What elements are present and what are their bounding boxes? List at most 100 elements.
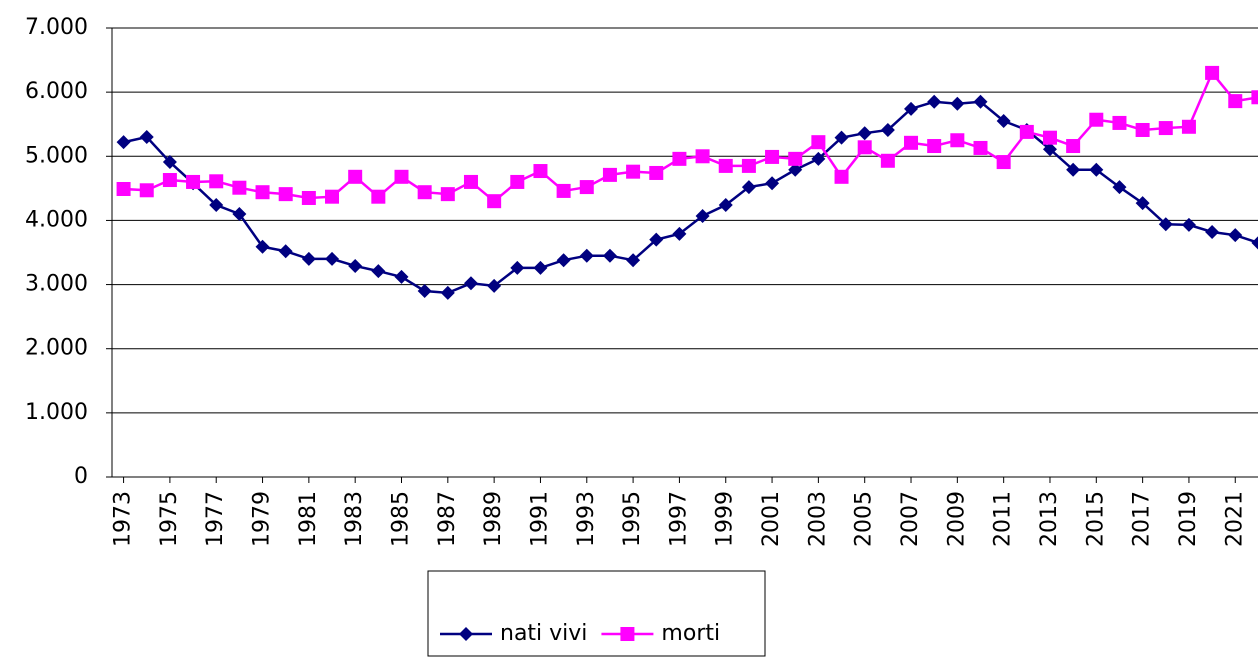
x-tick-label: 1999: [713, 491, 738, 547]
marker: [232, 180, 247, 195]
marker: [996, 114, 1011, 129]
marker: [139, 130, 154, 145]
marker: [1251, 90, 1258, 105]
marker: [620, 627, 635, 641]
marker: [325, 251, 340, 266]
marker: [1112, 115, 1127, 130]
legend-label: morti: [661, 621, 720, 646]
marker: [510, 260, 525, 275]
marker: [301, 190, 316, 205]
marker: [857, 126, 872, 141]
x-tick-label: 2007: [898, 491, 923, 547]
marker: [1205, 224, 1220, 239]
marker: [973, 94, 988, 109]
x-tick-label: 2019: [1176, 491, 1201, 547]
marker: [255, 239, 270, 254]
marker: [139, 183, 154, 198]
marker: [1066, 162, 1081, 177]
x-tick-label: 1993: [574, 491, 599, 547]
x-tick-label: 1985: [389, 491, 414, 547]
marker: [417, 283, 432, 298]
marker: [811, 135, 826, 150]
x-tick-label: 1997: [666, 491, 691, 547]
marker: [556, 253, 571, 268]
marker: [973, 140, 988, 155]
marker: [1042, 142, 1057, 157]
x-tick-label: 2011: [991, 491, 1016, 547]
marker: [162, 155, 177, 170]
y-tick-label: 3.000: [25, 272, 88, 297]
marker: [695, 208, 710, 223]
marker: [765, 176, 780, 191]
marker: [1066, 139, 1081, 154]
x-tick-label: 1989: [481, 491, 506, 547]
marker: [834, 169, 849, 184]
marker: [394, 269, 409, 284]
marker: [348, 258, 363, 273]
marker: [718, 198, 733, 213]
marker: [579, 180, 594, 195]
x-tick-label: 2003: [805, 491, 830, 547]
marker: [927, 139, 942, 154]
marker: [510, 174, 525, 189]
marker: [1228, 228, 1243, 243]
marker: [1089, 112, 1104, 127]
marker: [394, 169, 409, 184]
x-tick-label: 1979: [250, 491, 275, 547]
marker: [649, 165, 664, 180]
marker: [904, 101, 919, 116]
marker: [880, 122, 895, 137]
marker: [1158, 217, 1173, 232]
marker: [718, 158, 733, 173]
marker: [325, 189, 340, 204]
marker: [1181, 217, 1196, 232]
marker: [232, 207, 247, 222]
marker: [602, 248, 617, 263]
marker: [950, 133, 965, 148]
marker: [209, 198, 224, 213]
x-tick-label: 2009: [944, 491, 969, 547]
marker: [626, 253, 641, 268]
marker: [1019, 124, 1034, 139]
marker: [626, 164, 641, 179]
x-tick-label: 2005: [852, 491, 877, 547]
marker: [209, 174, 224, 189]
x-tick-label: 1983: [342, 491, 367, 547]
y-tick-label: 0: [74, 464, 88, 489]
marker: [1228, 94, 1243, 109]
y-tick-label: 7.000: [25, 15, 88, 40]
marker: [788, 162, 803, 177]
marker: [1251, 236, 1258, 250]
marker: [649, 232, 664, 247]
x-tick-label: 1987: [435, 491, 460, 547]
x-tick-label: 2015: [1083, 491, 1108, 547]
x-tick-label: 2001: [759, 491, 784, 547]
x-tick-label: 1977: [203, 491, 228, 547]
marker: [834, 130, 849, 145]
marker: [741, 180, 756, 195]
x-tick-label: 1981: [296, 491, 321, 547]
y-tick-label: 4.000: [25, 207, 88, 232]
marker: [278, 187, 293, 202]
marker: [996, 155, 1011, 170]
y-tick-label: 6.000: [25, 79, 88, 104]
marker: [904, 135, 919, 150]
marker: [741, 158, 756, 173]
marker: [533, 164, 548, 179]
x-tick-label: 1995: [620, 491, 645, 547]
marker: [765, 149, 780, 164]
marker: [880, 153, 895, 168]
marker: [278, 244, 293, 259]
marker: [440, 187, 455, 202]
legend-box: [427, 570, 766, 657]
marker: [1135, 122, 1150, 137]
marker: [348, 169, 363, 184]
marker: [162, 173, 177, 188]
marker: [672, 226, 687, 241]
marker: [463, 276, 478, 291]
marker: [116, 135, 131, 150]
x-tick-label: 2013: [1037, 491, 1062, 547]
marker: [487, 194, 502, 209]
marker: [811, 151, 826, 166]
